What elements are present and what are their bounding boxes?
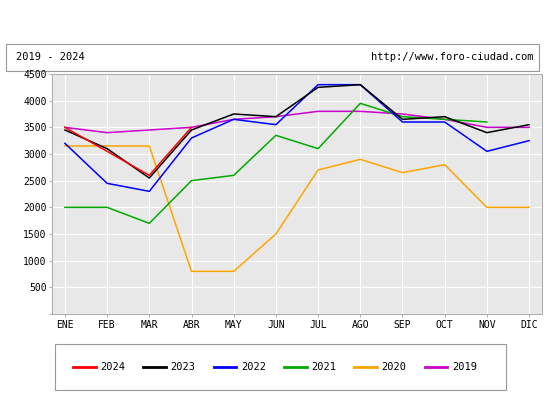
Text: 2019 - 2024: 2019 - 2024 [16,52,85,62]
Text: http://www.foro-ciudad.com: http://www.foro-ciudad.com [371,52,534,62]
Text: 2020: 2020 [382,362,406,372]
Text: 2024: 2024 [100,362,125,372]
Text: 2022: 2022 [241,362,266,372]
Text: 2023: 2023 [170,362,195,372]
Text: 2019: 2019 [452,362,477,372]
Text: Evolucion Nº Turistas Nacionales en el municipio de Bétera: Evolucion Nº Turistas Nacionales en el m… [32,14,518,28]
FancyBboxPatch shape [55,344,506,390]
FancyBboxPatch shape [6,44,539,70]
Text: 2021: 2021 [311,362,336,372]
